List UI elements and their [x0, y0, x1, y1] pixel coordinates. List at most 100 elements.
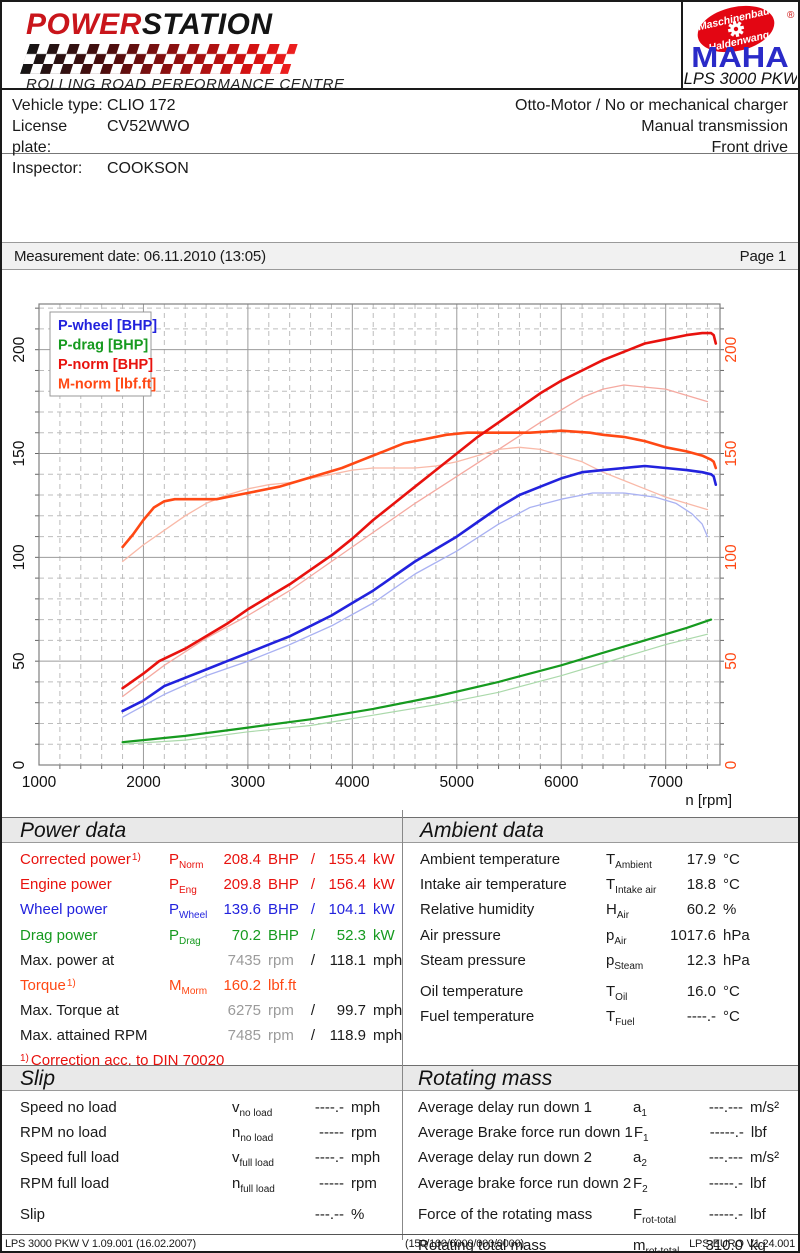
- row-unit-1: m/s²: [750, 1149, 780, 1167]
- row-symbol: PEng: [169, 876, 197, 897]
- row-label: Corrected power1): [20, 851, 141, 868]
- legend-item: P-wheel [BHP]: [58, 318, 157, 334]
- checkered-flag-band: [20, 44, 298, 74]
- row-value-1: 208.4: [223, 851, 261, 868]
- row-unit-1: rpm: [351, 1124, 377, 1142]
- row-unit-1: BHP: [268, 901, 299, 919]
- x-tick-label: 2000: [126, 774, 161, 791]
- dyno-chart: 1000 2000 3000 4000 5000 6000 7000 0 0 50 50 100 100…: [11, 303, 740, 809]
- footer-euro-version: LPS-EURO V1.24.001: [689, 1237, 795, 1250]
- y-tick-label-left: 200: [11, 336, 28, 362]
- row-symbol: a2: [633, 1149, 647, 1170]
- row-label: Relative humidity: [420, 901, 535, 919]
- row-value-1: -----: [319, 1124, 344, 1142]
- row-unit-1: kg: [750, 1237, 766, 1253]
- row-label: Ambient temperature: [420, 851, 561, 868]
- ambient-data-header: Ambient data: [402, 817, 798, 843]
- slip-rows: Speed no load vno load ----.- mph RPM no…: [2, 1091, 400, 1223]
- row-label: Max. power at: [20, 951, 115, 969]
- y-tick-label-right: 50: [723, 652, 740, 670]
- row-value-2: 118.9: [329, 1027, 366, 1045]
- row-unit-1: mph: [351, 1149, 381, 1167]
- table-row: Drag power PDrag 70.2 BHP / 52.3 kW: [20, 925, 402, 950]
- license-plate-value: CV52WWO: [107, 118, 190, 135]
- table-row: Max. Torque at 6275 rpm / 99.7 mph: [20, 1000, 402, 1019]
- row-label: Average brake force run down 2: [418, 1174, 632, 1192]
- row-label: Fuel temperature: [420, 1008, 535, 1026]
- report-header: POWERSTATION: [2, 2, 798, 93]
- footer-config-code: (150/100/0000/000/0000): [405, 1237, 524, 1250]
- row-slash: /: [310, 851, 316, 868]
- legend-item: P-norm [BHP]: [58, 357, 153, 373]
- row-unit-1: BHP: [268, 876, 299, 894]
- table-row: Speed no load vno load ----.- mph: [20, 1097, 400, 1122]
- brand-tagline: ROLLING ROAD PERFORMANCE CENTRE: [26, 76, 345, 93]
- row-value-1: -----.-: [708, 1205, 743, 1223]
- ambient-data-rows: Ambient temperature TAmbient 17.9 °C Int…: [402, 843, 798, 1031]
- row-symbol: HAir: [606, 901, 630, 922]
- x-tick-label: 4000: [335, 774, 370, 791]
- row-value-1: 60.2: [686, 901, 716, 919]
- row-symbol: TFuel: [606, 1008, 635, 1029]
- maha-logo-box: Maschinenbau Haldenwang ® MAHA LPS 3000 …: [681, 2, 798, 88]
- row-unit-1: rpm: [268, 951, 294, 969]
- drive-type: Front drive: [711, 139, 788, 156]
- footnote-line1: Correction acc. to DIN 70020: [30, 1051, 225, 1069]
- row-value-1: 16.0: [686, 983, 716, 1001]
- legend-item: P-drag [BHP]: [58, 338, 148, 354]
- row-unit-1: rpm: [268, 1002, 294, 1020]
- y-tick-label-left: 50: [11, 652, 28, 670]
- inspector-label: Inspector:: [12, 160, 83, 177]
- table-row: Force of the rotating mass Frot-total --…: [418, 1204, 798, 1229]
- chart-area: 1000 2000 3000 4000 5000 6000 7000 0 0 50 50 100 100…: [2, 270, 798, 810]
- row-symbol: F1: [633, 1124, 649, 1145]
- row-value-1: 1017.6: [670, 926, 716, 944]
- row-value-1: 17.9: [686, 851, 716, 868]
- table-row: Average delay run down 2 a2 ---.--- m/s²: [418, 1147, 798, 1172]
- row-value-1: 18.8: [686, 876, 716, 894]
- row-unit-2: mph: [373, 951, 403, 969]
- table-row: RPM full load nfull load ----- rpm: [20, 1173, 400, 1198]
- table-row: Fuel temperature TFuel ----.- °C: [420, 1006, 798, 1031]
- series-P-norm-current: [121, 331, 718, 690]
- row-label: Rotating total mass: [418, 1237, 547, 1253]
- row-symbol: MMorm: [169, 977, 208, 998]
- row-unit-1: %: [723, 901, 737, 919]
- row-label: RPM full load: [20, 1174, 110, 1192]
- row-value-1: -----: [319, 1174, 344, 1192]
- series-P-drag-previous: [122, 633, 709, 745]
- row-symbol: TAmbient: [606, 851, 652, 871]
- brand-word-power: POWER: [26, 8, 142, 41]
- row-unit-1: °C: [723, 1008, 740, 1026]
- rotating-mass-header: Rotating mass: [400, 1065, 798, 1091]
- rotating-mass-section: Rotating mass Average delay run down 1 a…: [400, 1065, 798, 1251]
- table-row: Average Brake force run down 1 F1 -----.…: [418, 1122, 798, 1147]
- registered-mark: ®: [787, 10, 795, 21]
- series-M-norm-current: [121, 429, 718, 549]
- table-row: Max. attained RPM 7485 rpm / 118.9 mph: [20, 1025, 402, 1044]
- row-symbol: TOil: [606, 983, 628, 1004]
- row-label: Drag power: [20, 926, 98, 944]
- legend: P-wheel [BHP] P-drag [BHP] P-norm [BHP] M-n…: [49, 311, 157, 397]
- transmission-type: Manual transmission: [641, 118, 788, 135]
- row-unit-1: BHP: [268, 851, 299, 868]
- row-unit-2: kW: [373, 926, 395, 944]
- measurement-date: Measurement date: 06.11.2010 (13:05): [14, 247, 266, 265]
- table-row: Torque1) MMorm 160.2 lbf.ft: [20, 975, 402, 1000]
- data-tables: Power data Corrected power1) PNorm 208.4…: [2, 810, 798, 1251]
- row-unit-1: hPa: [723, 926, 750, 944]
- row-symbol: pAir: [606, 926, 627, 947]
- row-slash: /: [310, 926, 316, 944]
- y-tick-label-right: 0: [723, 760, 740, 769]
- row-symbol: TIntake air: [606, 876, 657, 897]
- row-unit-2: kW: [373, 851, 395, 868]
- table-row: Rotating total mass mrot-total 310.0 kg: [418, 1235, 798, 1253]
- row-unit-1: lbf: [750, 1174, 766, 1192]
- row-value-1: 7485: [227, 1027, 261, 1045]
- rotating-mass-rows: Average delay run down 1 a1 ---.--- m/s²…: [400, 1091, 798, 1253]
- vehicle-info-right: Otto-Motor / No or mechanical charger Ma…: [400, 95, 788, 156]
- row-label: Intake air temperature: [420, 876, 567, 894]
- row-value-1: -----.-: [708, 1174, 743, 1192]
- row-label: Oil temperature: [420, 983, 524, 1001]
